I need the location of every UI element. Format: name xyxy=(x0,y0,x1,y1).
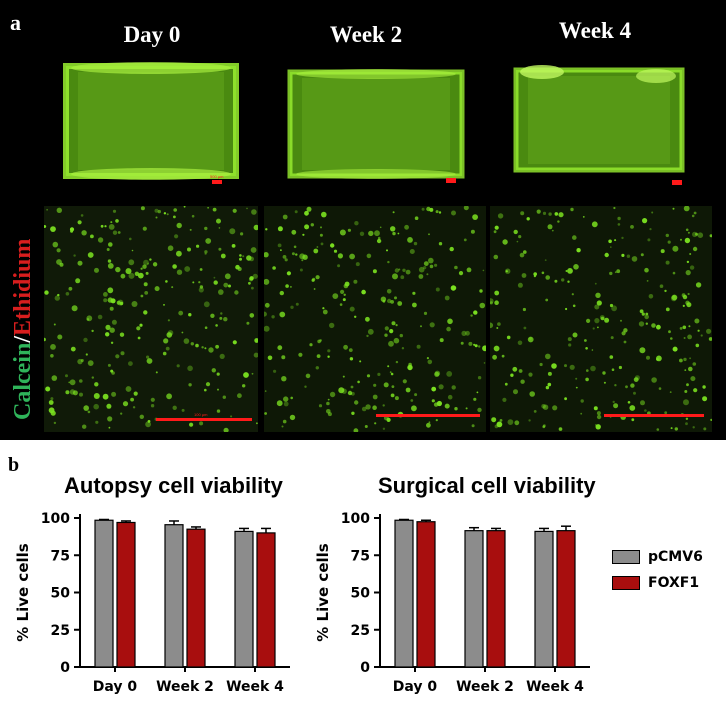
chart-title-surgical: Surgical cell viability xyxy=(378,473,596,498)
y-tick-label: 75 xyxy=(51,548,70,564)
chart-autopsy: % Live cells 0 25 50 75 100 Day 0 Week 2 Week 4 xyxy=(14,511,290,695)
cell-image-day0: 100 µm xyxy=(44,206,258,432)
scale-text-top-day0: 500 µm xyxy=(210,174,224,179)
stain-label: Calcein/Ethidium xyxy=(6,200,36,440)
chart-surgical: % Live cells 0 25 50 75 100 Day 0 Week 2 Week 4 xyxy=(314,511,590,695)
x-tick-label: Week 2 xyxy=(156,679,214,695)
bar-pcmv6-1 xyxy=(464,530,484,668)
calcein-label: Calcein xyxy=(10,343,36,420)
y-tick-label: 50 xyxy=(51,586,71,602)
scale-bar-top-week2 xyxy=(446,178,456,183)
legend-swatch-pcmv6 xyxy=(612,550,640,564)
scale-bar-bottom-week2 xyxy=(376,414,480,417)
y-tick-label: 100 xyxy=(341,511,370,527)
scale-bar-top-week4 xyxy=(672,180,682,185)
bar-pcmv6-0 xyxy=(94,519,114,668)
legend-swatch-foxf1 xyxy=(612,576,640,590)
cell-image-week4 xyxy=(490,206,712,432)
chart-title-autopsy: Autopsy cell viability xyxy=(64,473,283,498)
scaffold-image-day0: 500 µm xyxy=(44,48,258,198)
scaffold-image-week4 xyxy=(492,48,706,198)
legend-label-pcmv6: pCMV6 xyxy=(648,549,703,565)
y-tick-label: 25 xyxy=(351,623,370,639)
column-title-week2: Week 2 xyxy=(329,22,403,47)
panel-b-label: b xyxy=(8,454,20,476)
scale-text-bottom-day0: 100 µm xyxy=(194,412,208,417)
x-tick-label: Day 0 xyxy=(93,679,138,695)
column-title-day0: Day 0 xyxy=(123,22,181,47)
x-tick-label: Week 2 xyxy=(456,679,514,695)
ethidium-label: Ethidium xyxy=(10,239,36,336)
y-tick-label: 0 xyxy=(360,660,370,676)
legend-item-foxf1: FOXF1 xyxy=(612,572,703,594)
x-tick-label: Day 0 xyxy=(393,679,438,695)
bar-pcmv6-2 xyxy=(234,530,254,668)
y-axis-label: % Live cells xyxy=(314,543,332,641)
bar-foxf1-0 xyxy=(416,521,436,668)
y-tick-label: 50 xyxy=(351,586,371,602)
panel-a-label: a xyxy=(10,10,21,35)
x-tick-label: Week 4 xyxy=(526,679,584,695)
cell-image-week2 xyxy=(264,206,486,432)
x-tick-label: Week 4 xyxy=(226,679,284,695)
y-tick-label: 100 xyxy=(41,511,70,527)
legend: pCMV6 FOXF1 xyxy=(612,546,703,598)
bar-foxf1-2 xyxy=(556,530,576,668)
bar-pcmv6-1 xyxy=(164,524,184,668)
y-tick-label: 25 xyxy=(51,623,70,639)
scaffold-image-week2 xyxy=(268,48,482,198)
microscopy-panel: a Day 0 Week 2 Week 4 Calcein/Ethidium 5… xyxy=(0,0,726,440)
stain-separator: / xyxy=(10,336,36,344)
y-axis-label: % Live cells xyxy=(14,543,32,641)
bar-foxf1-1 xyxy=(186,528,206,668)
scale-bar-bottom-day0 xyxy=(156,418,252,421)
bar-pcmv6-2 xyxy=(534,530,554,668)
bar-foxf1-0 xyxy=(116,521,136,668)
legend-item-pcmv6: pCMV6 xyxy=(612,546,703,568)
scale-bar-top-day0 xyxy=(212,180,222,184)
bar-pcmv6-0 xyxy=(394,519,414,668)
y-tick-label: 0 xyxy=(60,660,70,676)
scale-bar-bottom-week4 xyxy=(604,414,704,417)
y-tick-label: 75 xyxy=(351,548,370,564)
bar-foxf1-1 xyxy=(486,530,506,668)
stain-label-text: Calcein/Ethidium xyxy=(10,239,36,420)
viability-panel: b Autopsy cell viability Surgical cell v… xyxy=(0,440,726,701)
bar-foxf1-2 xyxy=(256,532,276,668)
column-title-week4: Week 4 xyxy=(558,18,632,43)
legend-label-foxf1: FOXF1 xyxy=(648,575,700,591)
